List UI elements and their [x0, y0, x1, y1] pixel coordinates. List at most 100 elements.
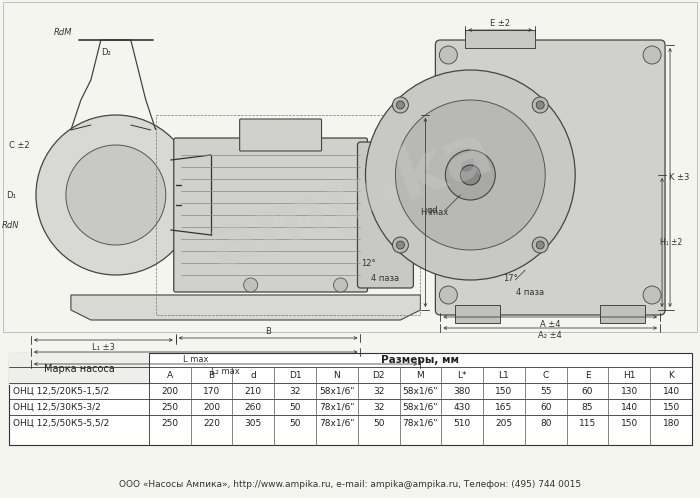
Bar: [9, 353, 149, 385]
Text: B: B: [209, 371, 214, 379]
Bar: [3, 2, 697, 332]
Text: L₁ ±3: L₁ ±3: [92, 343, 115, 352]
Circle shape: [365, 70, 575, 280]
Text: 430: 430: [454, 402, 470, 411]
Text: φd: φd: [426, 206, 438, 215]
Text: 200: 200: [203, 402, 220, 411]
Text: ampika: ampika: [199, 117, 502, 283]
Text: 250: 250: [161, 418, 178, 427]
Text: D₂: D₂: [101, 47, 111, 56]
Text: d: d: [251, 371, 256, 379]
FancyBboxPatch shape: [358, 142, 414, 288]
Circle shape: [440, 46, 457, 64]
Text: 85: 85: [582, 402, 594, 411]
Bar: [9, 353, 692, 445]
Text: 210: 210: [245, 386, 262, 395]
Text: L*: L*: [457, 371, 467, 379]
Circle shape: [66, 145, 166, 245]
Text: 58x1/6": 58x1/6": [402, 386, 438, 395]
Text: 78x1/6": 78x1/6": [319, 402, 355, 411]
FancyBboxPatch shape: [435, 40, 665, 315]
Text: 17°: 17°: [503, 273, 517, 282]
Text: Марка насоса: Марка насоса: [43, 364, 114, 374]
Text: 170: 170: [203, 386, 220, 395]
Text: 260: 260: [245, 402, 262, 411]
Text: 50: 50: [289, 418, 301, 427]
Circle shape: [333, 278, 347, 292]
FancyBboxPatch shape: [174, 138, 368, 292]
Text: 165: 165: [496, 402, 512, 411]
Text: ООО «Насосы Ампика», http://www.ampika.ru, e-mail: ampika@ampika.ru, Телефон: (4: ООО «Насосы Ампика», http://www.ampika.r…: [120, 480, 582, 489]
Text: 55: 55: [540, 386, 552, 395]
Text: 60: 60: [540, 402, 552, 411]
Text: D₁: D₁: [6, 191, 16, 200]
Text: 78x1/6": 78x1/6": [402, 418, 438, 427]
Text: 250: 250: [161, 402, 178, 411]
Text: 150: 150: [621, 418, 638, 427]
Circle shape: [643, 46, 661, 64]
Circle shape: [396, 101, 405, 109]
Text: 150: 150: [496, 386, 512, 395]
Text: A: A: [167, 371, 173, 379]
Text: N: N: [333, 371, 340, 379]
Text: 32: 32: [373, 402, 384, 411]
Text: ОНЦ 12,5/20К5-1,5/2: ОНЦ 12,5/20К5-1,5/2: [13, 386, 109, 395]
Text: H1: H1: [623, 371, 636, 379]
Circle shape: [244, 278, 258, 292]
Text: 305: 305: [244, 418, 262, 427]
Text: 380: 380: [454, 386, 471, 395]
Text: H max: H max: [421, 208, 448, 217]
Bar: [600, 305, 645, 323]
Text: 12°: 12°: [361, 258, 376, 267]
Text: 220: 220: [203, 418, 220, 427]
Polygon shape: [71, 295, 421, 320]
Text: K: K: [668, 371, 674, 379]
Text: 140: 140: [621, 402, 638, 411]
Text: 50: 50: [289, 402, 301, 411]
Text: ОНЦ 12,5/50К5-5,5/2: ОНЦ 12,5/50К5-5,5/2: [13, 418, 109, 427]
Text: 60: 60: [582, 386, 594, 395]
Text: C ±2: C ±2: [8, 140, 29, 149]
Circle shape: [643, 286, 661, 304]
Text: C: C: [542, 371, 549, 379]
Text: 32: 32: [289, 386, 301, 395]
Text: 4 паза: 4 паза: [372, 273, 400, 282]
Text: Размеры, мм: Размеры, мм: [382, 355, 459, 365]
Text: E ±2: E ±2: [490, 18, 510, 27]
Circle shape: [36, 115, 196, 275]
Bar: [156, 115, 421, 315]
Text: H₁ ±2: H₁ ±2: [660, 238, 682, 247]
Text: 78x1/6": 78x1/6": [319, 418, 355, 427]
Text: A ±4: A ±4: [540, 320, 561, 329]
Bar: [455, 305, 500, 323]
Text: 115: 115: [579, 418, 596, 427]
Text: 180: 180: [662, 418, 680, 427]
Text: 80: 80: [540, 418, 552, 427]
Circle shape: [445, 150, 496, 200]
Circle shape: [393, 97, 408, 113]
FancyBboxPatch shape: [239, 119, 321, 151]
Text: RdN: RdN: [2, 221, 20, 230]
Circle shape: [393, 237, 408, 253]
Circle shape: [536, 241, 544, 249]
Text: E: E: [584, 371, 590, 379]
Text: 130: 130: [621, 386, 638, 395]
Text: 200: 200: [161, 386, 178, 395]
Circle shape: [440, 286, 457, 304]
Text: M: M: [416, 371, 424, 379]
Text: D2: D2: [372, 371, 385, 379]
Circle shape: [532, 97, 548, 113]
Text: B: B: [265, 327, 271, 336]
Text: L max: L max: [183, 355, 209, 364]
Bar: [466, 30, 536, 48]
Text: ОНЦ 12,5/30К5-3/2: ОНЦ 12,5/30К5-3/2: [13, 402, 101, 411]
Circle shape: [532, 237, 548, 253]
Text: D1: D1: [288, 371, 302, 379]
Text: 510: 510: [454, 418, 471, 427]
Text: A₂ ±4: A₂ ±4: [538, 331, 562, 340]
Text: 58x1/6": 58x1/6": [319, 386, 355, 395]
Text: 205: 205: [496, 418, 512, 427]
Circle shape: [536, 101, 544, 109]
Text: 4 паза: 4 паза: [516, 287, 545, 296]
Text: L₂ max: L₂ max: [211, 367, 240, 375]
